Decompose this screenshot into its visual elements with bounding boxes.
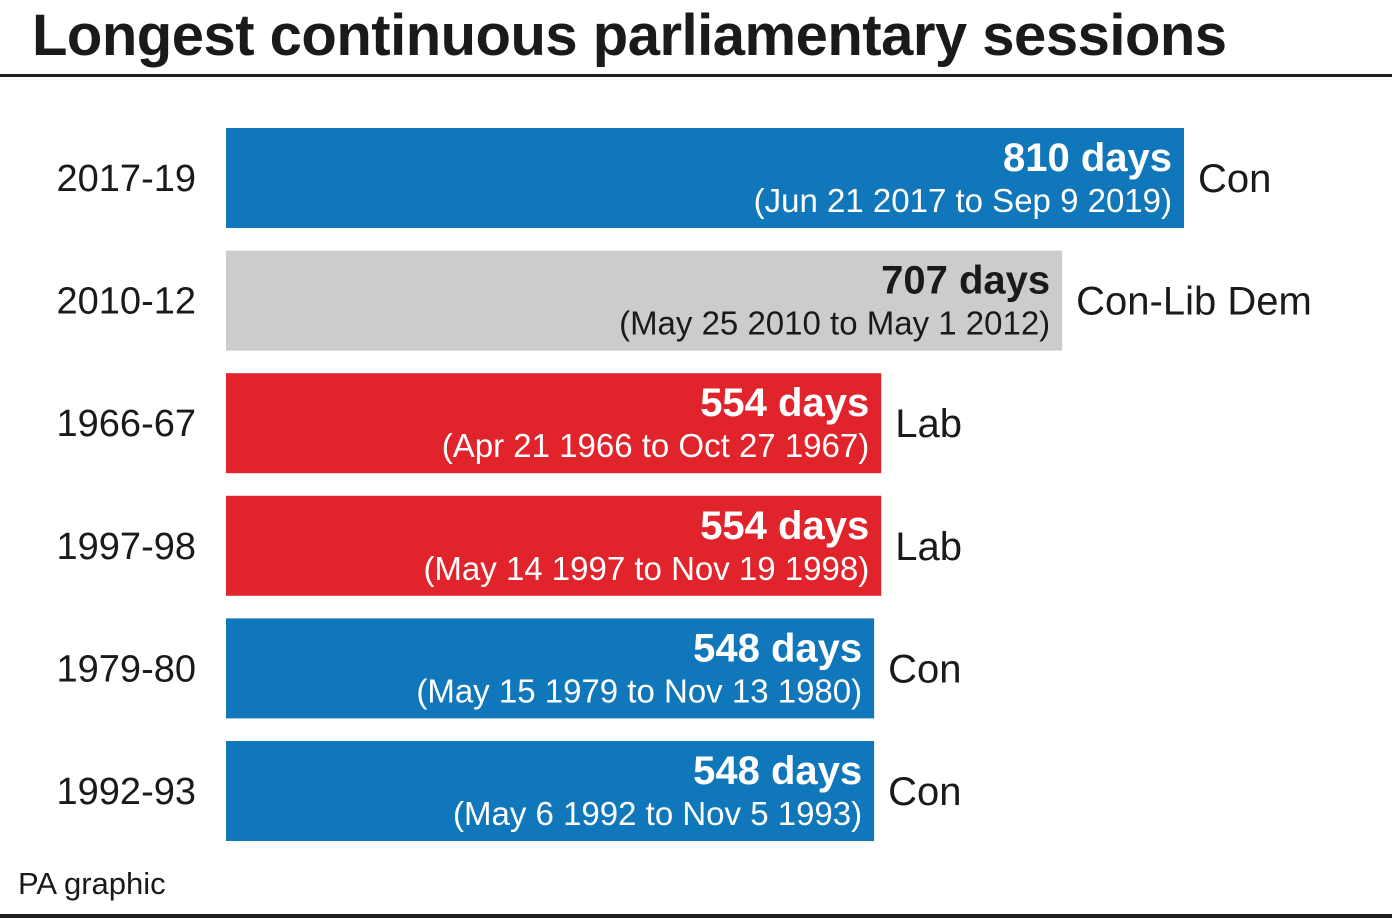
category-label: 1997-98 xyxy=(57,526,196,568)
value-label: 554 days xyxy=(700,504,869,548)
party-label: Lab xyxy=(895,402,962,446)
value-label: 810 days xyxy=(1003,136,1172,180)
title-divider xyxy=(0,74,1392,77)
category-label: 1966-67 xyxy=(57,403,196,445)
date-range-label: (May 6 1992 to Nov 5 1993) xyxy=(453,795,862,832)
bottom-divider xyxy=(0,914,1392,918)
party-label: Con-Lib Dem xyxy=(1076,280,1312,324)
value-label: 548 days xyxy=(693,749,862,793)
party-label: Con xyxy=(888,770,961,814)
party-label: Lab xyxy=(895,525,962,569)
bar xyxy=(226,250,1063,351)
category-label: 1992-93 xyxy=(57,771,196,813)
value-label: 548 days xyxy=(693,626,862,670)
bar xyxy=(226,373,882,474)
bar xyxy=(226,741,875,841)
date-range-label: (May 25 2010 to May 1 2012) xyxy=(619,305,1050,342)
source-credit: PA graphic xyxy=(18,866,166,901)
date-range-label: (May 14 1997 to Nov 19 1998) xyxy=(423,550,869,587)
bar xyxy=(226,128,1184,228)
category-label: 2017-19 xyxy=(57,158,196,200)
date-range-label: (Apr 21 1966 to Oct 27 1967) xyxy=(442,427,869,464)
value-label: 707 days xyxy=(881,259,1050,303)
category-label: 2010-12 xyxy=(57,281,196,323)
party-label: Con xyxy=(1198,157,1271,201)
date-range-label: (May 15 1979 to Nov 13 1980) xyxy=(416,672,862,709)
date-range-label: (Jun 21 2017 to Sep 9 2019) xyxy=(754,182,1172,219)
bar xyxy=(226,495,882,596)
bar xyxy=(226,618,875,719)
chart-title: Longest continuous parliamentary session… xyxy=(32,3,1227,68)
value-label: 554 days xyxy=(700,381,869,425)
party-label: Con xyxy=(888,647,961,691)
category-label: 1979-80 xyxy=(57,648,196,690)
